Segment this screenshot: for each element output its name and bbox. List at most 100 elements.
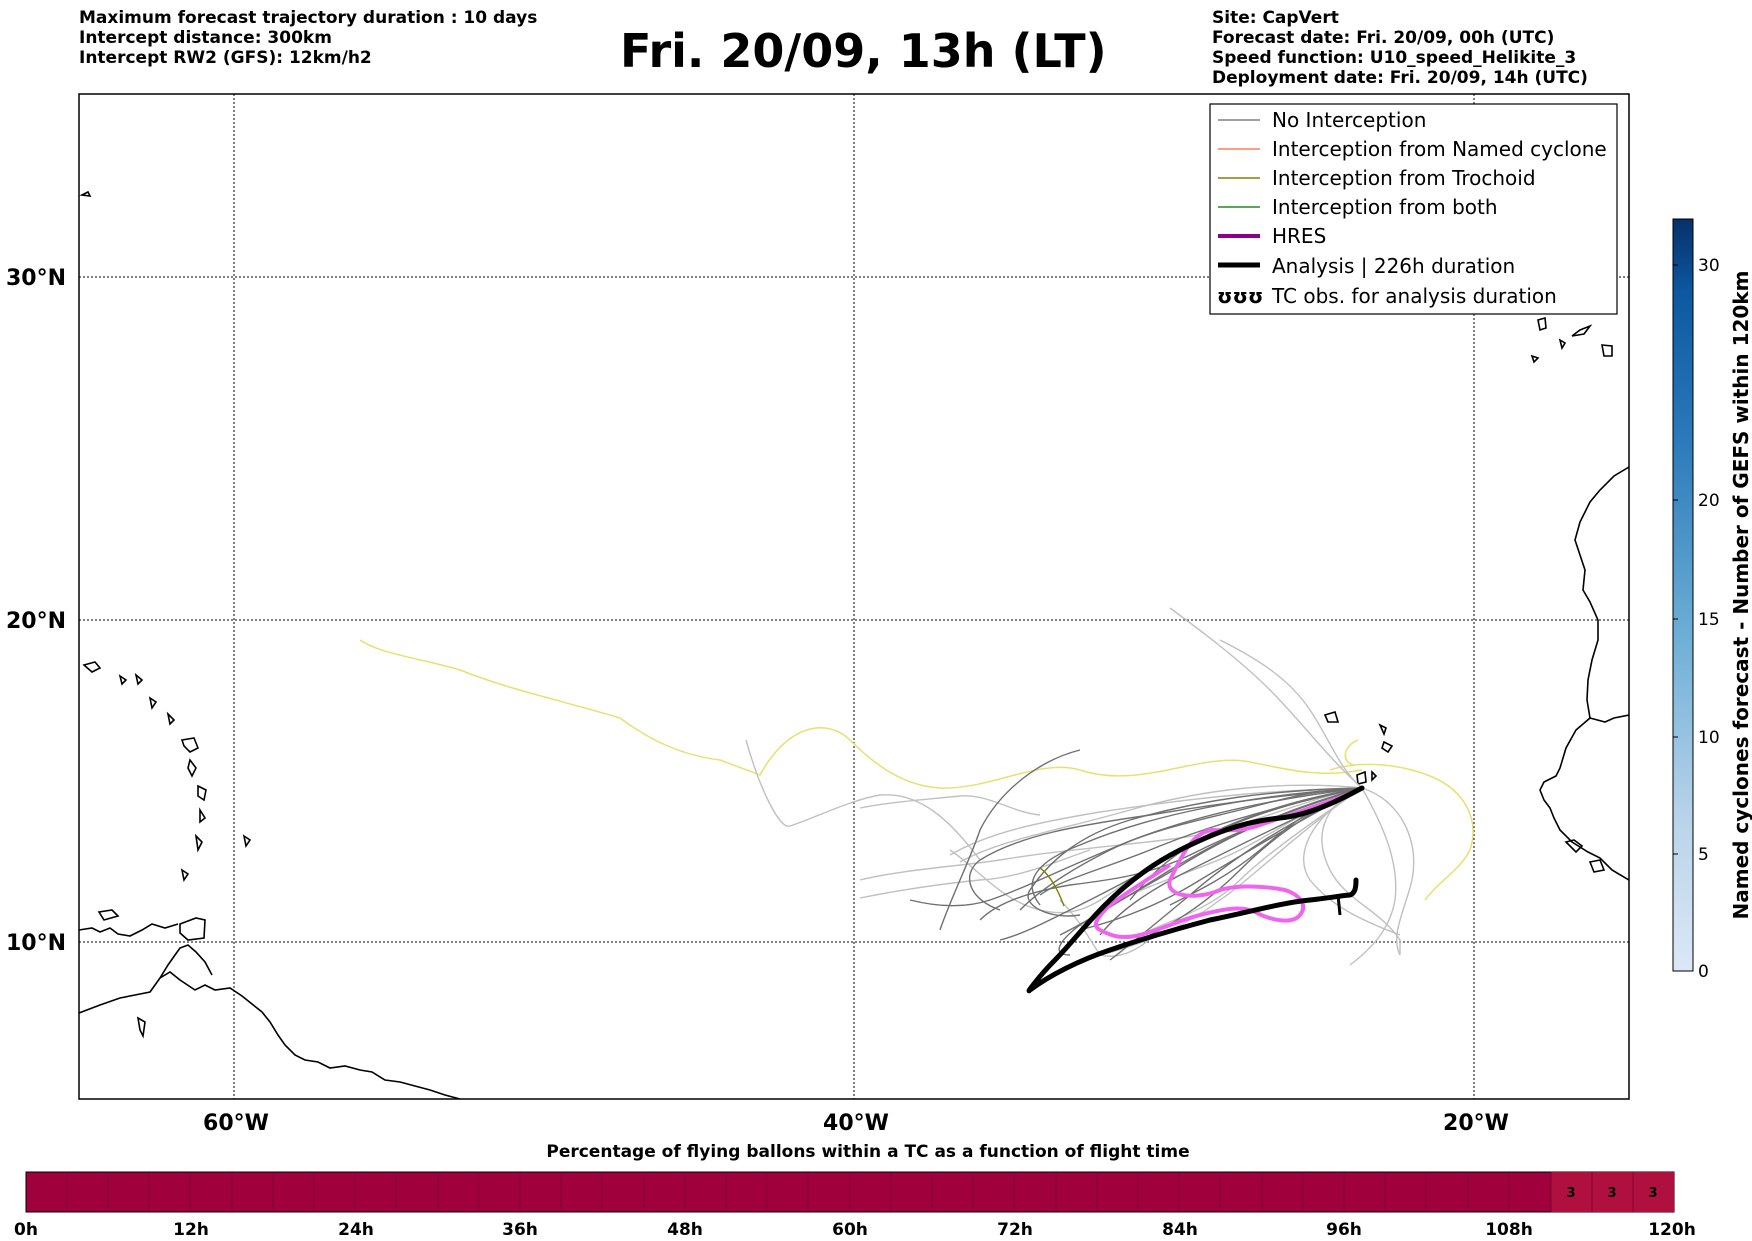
cb-tick-label: 5 [1698,845,1709,865]
lat-label-20: 20°N [6,609,66,634]
flight-bar-tick: 24h [338,1220,374,1240]
track-light-3 [1219,639,1363,789]
track-light-14 [1303,787,1401,936]
coastline-venezuela [79,923,179,937]
track-dark-10 [909,787,1363,907]
island-14 [97,909,120,921]
track-light-10 [745,739,981,861]
colorbar-ticks [1673,264,1678,972]
legend-label: Interception from both [1272,195,1498,219]
island-4 [166,711,176,726]
legend-item-both: Interception from both [1218,195,1498,219]
coastline-gambia [1589,714,1629,723]
flight-bar-value: 3 [1566,1186,1575,1201]
coastlines [79,190,1629,1099]
colorbar: 0 5 10 15 20 30 Named cyclones forecast … [1672,218,1752,982]
legend-item-no-interception: No Interception [1218,108,1426,132]
track-light-4 [1349,787,1397,966]
track-light-13 [1139,787,1363,936]
track-dark-14 [1031,787,1363,906]
flight-time-bar: Percentage of flying ballons within a TC… [14,1142,1696,1240]
island-canary-1 [1537,316,1547,332]
island-canary-3 [1571,324,1593,337]
flight-bar-tail [1551,1172,1674,1212]
track-dark-13 [1039,787,1363,896]
island-capvert-2 [1378,723,1387,737]
colorbar-title: Named cyclones forecast - Number of GEFS… [1729,271,1752,920]
forecast-date-text: Forecast date: Fri. 20/09, 00h (UTC) [1212,28,1555,48]
cb-tick-label: 10 [1698,728,1720,748]
island-6 [187,758,197,778]
trochoid-track-loop [1344,739,1359,766]
track-light-11 [859,795,1041,816]
analysis-track [1026,785,1365,994]
island-capvert-1 [1323,711,1340,723]
legend-label: Interception from Named cyclone [1272,137,1607,161]
lon-label-60: 60°W [203,1111,269,1136]
island-canary-2 [1558,338,1567,351]
trochoid-interception-track [1039,867,1065,907]
site-text: Site: CapVert [1212,8,1339,28]
flight-bar-value: 3 [1607,1186,1616,1201]
flight-bar-tick: 120h [1648,1220,1696,1240]
flight-bar-tick: 36h [502,1220,538,1240]
legend-item-tc-obs: ʊʊʊ TC obs. for analysis duration [1217,284,1557,308]
coastline-trinidad [179,917,206,941]
lon-label-40: 40°W [823,1111,889,1136]
track-light-2 [1169,607,1363,789]
coastline-bissau-2 [1588,859,1606,873]
lon-label-20: 20°W [1443,1111,1509,1136]
flight-bar-tick: 48h [667,1220,703,1240]
flight-bar-cells [66,1172,1634,1212]
island-12 [79,190,92,197]
trochoid-track-west [359,639,1363,789]
flight-bar-tick: 108h [1485,1220,1533,1240]
cb-tick-label: 20 [1698,491,1720,511]
legend-label: HRES [1272,224,1326,248]
legend: No Interception Interception from Named … [1209,103,1618,315]
lat-label-30: 30°N [6,266,66,291]
intercept-distance-text: Intercept distance: 300km [79,28,332,48]
island-canary-4 [1601,344,1613,357]
island-2 [134,672,144,686]
trochoid-trajectories [359,639,1474,901]
legend-label: TC obs. for analysis duration [1271,284,1557,308]
colorbar-gradient [1672,218,1694,972]
legend-item-named-cyclone: Interception from Named cyclone [1218,137,1607,161]
track-light-1 [859,787,1363,881]
legend-item-analysis: Analysis | 226h duration [1218,254,1515,278]
cb-tick-label: 0 [1698,962,1709,982]
island-capvert-4 [1356,770,1367,785]
track-light-7 [959,784,1363,863]
legend-item-trochoid: Interception from Trochoid [1218,166,1536,190]
flight-bar-title: Percentage of flying ballons within a TC… [546,1142,1189,1162]
island-7 [197,784,207,802]
flight-bar-tick: 72h [997,1220,1033,1240]
island-capvert-3 [1381,740,1394,754]
analysis-track-tail [1336,894,1342,916]
cb-tick-label: 30 [1698,256,1720,276]
speed-function-text: Speed function: U10_speed_Helikite_3 [1212,48,1577,68]
coastline-gulf-paria [159,944,213,979]
flight-bar-tick: 0h [14,1220,38,1240]
island-10 [180,868,190,883]
hres-track [1093,790,1356,940]
gridlines [79,94,1629,1099]
cb-tick-label: 15 [1698,610,1720,630]
track-light-12 [859,849,1091,899]
track-light-8 [949,787,1363,856]
max-duration-text: Maximum forecast trajectory duration : 1… [79,8,538,28]
flight-bar-tick: 84h [1162,1220,1198,1240]
track-dark-17 [1019,787,1363,911]
forecast-parameters: Maximum forecast trajectory duration : 1… [79,8,537,68]
island-3 [148,696,158,711]
island-8 [199,807,207,824]
tc-obs-symbol-icon: ʊʊʊ [1217,284,1263,308]
coastline-bissau [1564,839,1584,854]
island-9 [194,833,203,853]
flight-bar-tick: 60h [832,1220,868,1240]
deployment-date-text: Deployment date: Fri. 20/09, 14h (UTC) [1212,68,1588,88]
track-dark-4 [1079,787,1363,931]
legend-label: Interception from Trochoid [1272,166,1536,190]
